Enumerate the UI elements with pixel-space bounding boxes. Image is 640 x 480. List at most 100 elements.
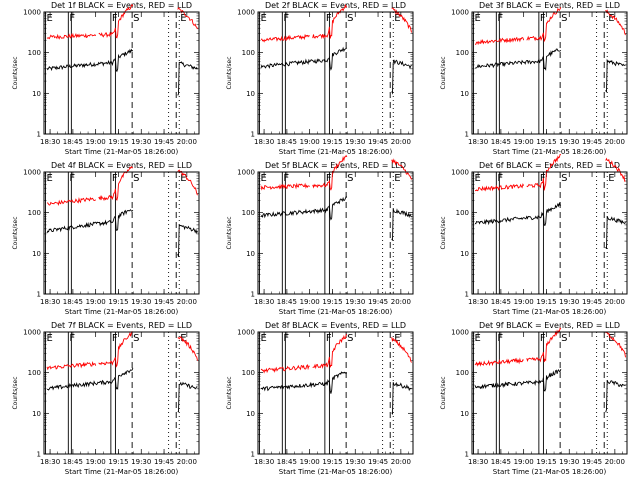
time-marker-label: F [540,333,546,344]
x-tick-label: 19:45 [368,298,388,306]
time-marker-label: E [261,173,267,184]
plot-frame [43,11,200,135]
x-tick-label: 18:45 [63,458,83,466]
x-tick-label: 19:30 [559,138,579,146]
x-tick-label: 20:00 [391,458,411,466]
time-marker-label: S [347,173,353,184]
x-tick-label: 19:00 [86,458,106,466]
y-tick-label: 1 [465,291,469,299]
x-tick-label: 19:30 [131,458,151,466]
y-tick-label: 100 [456,369,469,377]
x-tick-label: 19:30 [131,298,151,306]
lld-series-line [474,357,524,367]
time-marker-label: F [497,13,503,24]
time-marker-label: E [180,333,186,344]
x-tick-label: 19:30 [559,298,579,306]
x-tick-label: 19:45 [154,298,174,306]
events-series-line [177,224,198,258]
time-marker-label: S [561,13,567,24]
x-tick-label: 20:00 [177,138,197,146]
x-tick-label: 19:30 [131,138,151,146]
time-marker-label: E [394,333,400,344]
time-marker-label: F [326,173,332,184]
time-marker-label: E [475,333,481,344]
panel-det-2: Det 2f BLACK = Events, RED = LLD Counts/s… [226,1,414,156]
lld-series-line [526,154,561,191]
x-tick-label: 19:45 [582,138,602,146]
plot-frame [471,171,628,295]
x-tick-label: 19:45 [582,458,602,466]
x-tick-label: 19:00 [86,138,106,146]
panel-title: Det 8f BLACK = Events, RED = LLD [265,321,406,330]
x-tick-label: 19:30 [345,298,365,306]
x-tick-label: 19:15 [322,458,342,466]
time-marker-label: S [133,333,139,344]
y-tick-label: 1000 [237,329,255,337]
y-tick-label: 100 [28,369,41,377]
x-tick-label: 20:00 [391,138,411,146]
x-tick-label: 18:30 [468,458,488,466]
events-series-line [605,216,626,249]
x-axis-label: Start Time (21-Mar-05 18:26:00) [65,468,179,476]
plot-frame [257,331,414,455]
time-marker-label: F [326,333,332,344]
y-tick-label: 10 [32,410,41,418]
x-tick-label: 19:00 [514,458,534,466]
lld-series-line [98,4,134,39]
x-tick-label: 19:15 [108,458,128,466]
y-tick-label: 10 [32,90,41,98]
y-tick-label: 100 [456,209,469,217]
time-marker-label: S [561,173,567,184]
y-tick-label: 1000 [237,9,255,17]
x-tick-label: 18:45 [277,458,297,466]
y-tick-label: 1 [251,291,255,299]
time-marker-label: F [69,173,75,184]
panel-title: Det 7f BLACK = Events, RED = LLD [51,321,192,330]
y-tick-label: 100 [242,209,255,217]
x-tick-label: 19:45 [154,458,174,466]
y-tick-label: 100 [242,49,255,57]
time-marker-label: E [394,173,400,184]
lld-series-line [46,32,97,40]
y-tick-label: 10 [460,250,469,258]
x-tick-label: 20:00 [177,458,197,466]
time-marker-label: F [112,13,118,24]
x-tick-label: 19:15 [536,298,556,306]
x-tick-label: 19:45 [368,138,388,146]
x-tick-label: 20:00 [177,298,197,306]
lld-series-line [177,7,198,30]
x-axis-label: Start Time (21-Mar-05 18:26:00) [279,468,393,476]
panel-title: Det 3f BLACK = Events, RED = LLD [479,1,620,10]
events-series-line [391,59,412,95]
y-tick-label: 1 [251,451,255,459]
x-tick-label: 19:15 [322,298,342,306]
plot-frame [471,331,628,455]
x-tick-label: 19:00 [514,138,534,146]
time-marker-label: F [283,333,289,344]
y-tick-label: 1000 [451,329,469,337]
x-tick-label: 20:00 [605,298,625,306]
y-tick-label: 1000 [451,169,469,177]
y-tick-label: 100 [28,49,41,57]
lld-series-line [526,327,562,363]
time-marker-label: F [69,333,75,344]
time-marker-label: F [497,173,503,184]
lld-series-line [474,183,525,192]
x-tick-label: 18:45 [277,298,297,306]
panel-title: Det 6f BLACK = Events, RED = LLD [479,161,620,170]
lld-series-line [605,157,626,182]
events-series-line [46,209,134,234]
x-tick-label: 18:30 [40,298,60,306]
x-tick-label: 18:45 [277,138,297,146]
lld-series-line [391,158,412,180]
x-tick-label: 20:00 [391,298,411,306]
plot-frame [43,171,200,295]
x-axis-label: Start Time (21-Mar-05 18:26:00) [493,148,607,156]
events-series-line [474,201,562,227]
x-tick-label: 19:45 [582,298,602,306]
y-tick-label: 1000 [451,9,469,17]
lld-series-line [475,36,525,46]
time-marker-label: E [261,13,267,24]
events-series-line [260,46,348,71]
x-tick-label: 18:30 [254,138,274,146]
